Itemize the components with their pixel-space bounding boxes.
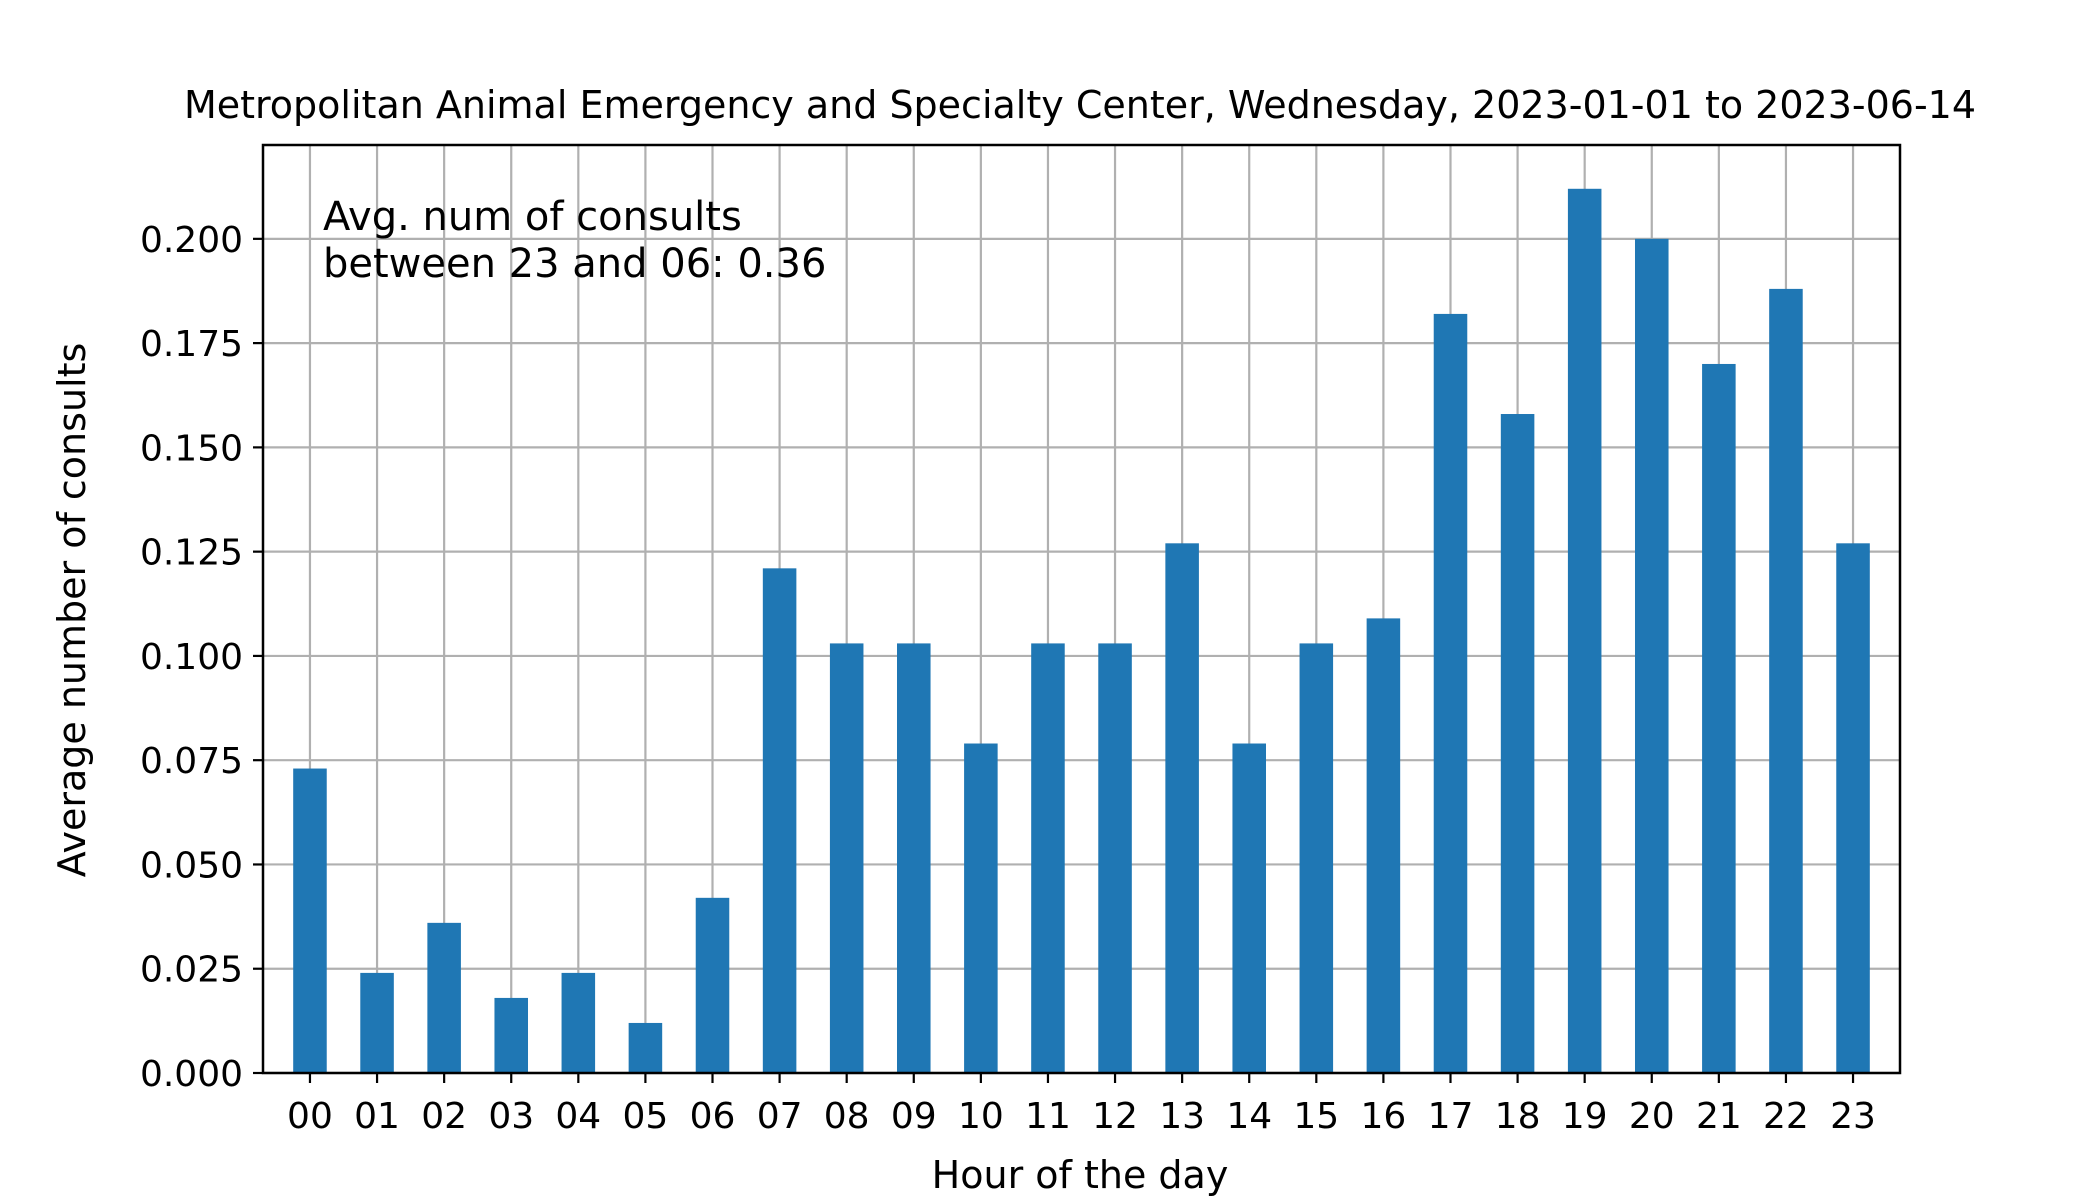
x-tick-label: 00: [287, 1096, 333, 1137]
plot-frame: [261, 143, 1902, 1075]
y-tick-label: 0.200: [140, 220, 243, 261]
y-tick-label: 0.125: [140, 533, 243, 574]
x-tick-label: 12: [1092, 1096, 1138, 1137]
x-tick-label: 01: [354, 1096, 400, 1137]
y-tick-label: 0.075: [140, 741, 243, 782]
bar-06: [695, 897, 730, 1073]
bar-08: [829, 643, 864, 1073]
bar-04: [561, 972, 596, 1073]
bar-10: [964, 743, 998, 1073]
bar-12: [1098, 643, 1132, 1073]
bar-05: [628, 1022, 663, 1073]
bar-15: [1299, 643, 1334, 1073]
y-axis: 0.000 0.025 0.050 0.075 0.100 0.125 0.150 0.175…: [140, 220, 263, 1095]
bar-20: [1634, 238, 1669, 1073]
bar-19: [1567, 188, 1602, 1073]
x-tick-label: 07: [757, 1096, 803, 1137]
x-tick-label: 14: [1226, 1096, 1272, 1137]
bar-09: [897, 643, 931, 1073]
y-tick-label: 0.100: [140, 637, 243, 678]
chart-title: Metropolitan Animal Emergency and Specia…: [184, 83, 1976, 127]
annotation-line-2: between 23 and 06: 0.36: [323, 241, 826, 287]
x-tick-label: 18: [1495, 1096, 1541, 1137]
x-tick-label: 23: [1830, 1096, 1876, 1137]
bar-03: [494, 997, 529, 1073]
x-tick-label: 06: [690, 1096, 736, 1137]
y-tick-label: 0.150: [140, 428, 243, 469]
x-tick-label: 22: [1763, 1096, 1809, 1137]
bar-11: [1031, 643, 1065, 1073]
bar-01: [360, 972, 394, 1073]
bar-00: [293, 768, 327, 1073]
bar-07: [762, 568, 797, 1073]
x-tick-label: 10: [958, 1096, 1004, 1137]
x-tick-label: 03: [488, 1096, 534, 1137]
bar-17: [1433, 313, 1468, 1073]
y-axis-label: Average number of consults: [50, 343, 94, 878]
bar-02: [427, 922, 461, 1073]
y-tick-label: 0.050: [140, 845, 243, 886]
x-axis-label: Hour of the day: [932, 1153, 1229, 1197]
y-tick-label: 0.025: [140, 950, 243, 991]
x-tick-label: 08: [824, 1096, 870, 1137]
y-tick-label: 0.000: [140, 1054, 243, 1095]
x-tick-label: 16: [1360, 1096, 1406, 1137]
y-tick-label: 0.175: [140, 324, 243, 365]
x-tick-label: 17: [1428, 1096, 1474, 1137]
bar-16: [1366, 618, 1401, 1073]
x-tick-label: 02: [421, 1096, 467, 1137]
x-tick-label: 21: [1696, 1096, 1742, 1137]
annotation-line-1: Avg. num of consults: [323, 194, 742, 240]
bars: [293, 188, 1870, 1074]
bar-23: [1836, 543, 1870, 1073]
x-axis: 00 01 02 03 04 05 06 07 08 09 10 11 12 13 14 15 16 17 18 19…: [287, 1073, 1876, 1137]
x-tick-label: 20: [1629, 1096, 1675, 1137]
x-tick-label: 11: [1025, 1096, 1071, 1137]
bar-21: [1702, 363, 1736, 1073]
x-tick-label: 05: [623, 1096, 669, 1137]
bar-14: [1232, 743, 1266, 1073]
x-tick-label: 13: [1159, 1096, 1205, 1137]
x-tick-label: 09: [891, 1096, 937, 1137]
bar-22: [1769, 288, 1803, 1074]
x-tick-label: 15: [1293, 1096, 1339, 1137]
x-tick-label: 04: [555, 1096, 601, 1137]
bar-18: [1500, 414, 1535, 1073]
bar-13: [1165, 543, 1199, 1073]
x-tick-label: 19: [1562, 1096, 1608, 1137]
